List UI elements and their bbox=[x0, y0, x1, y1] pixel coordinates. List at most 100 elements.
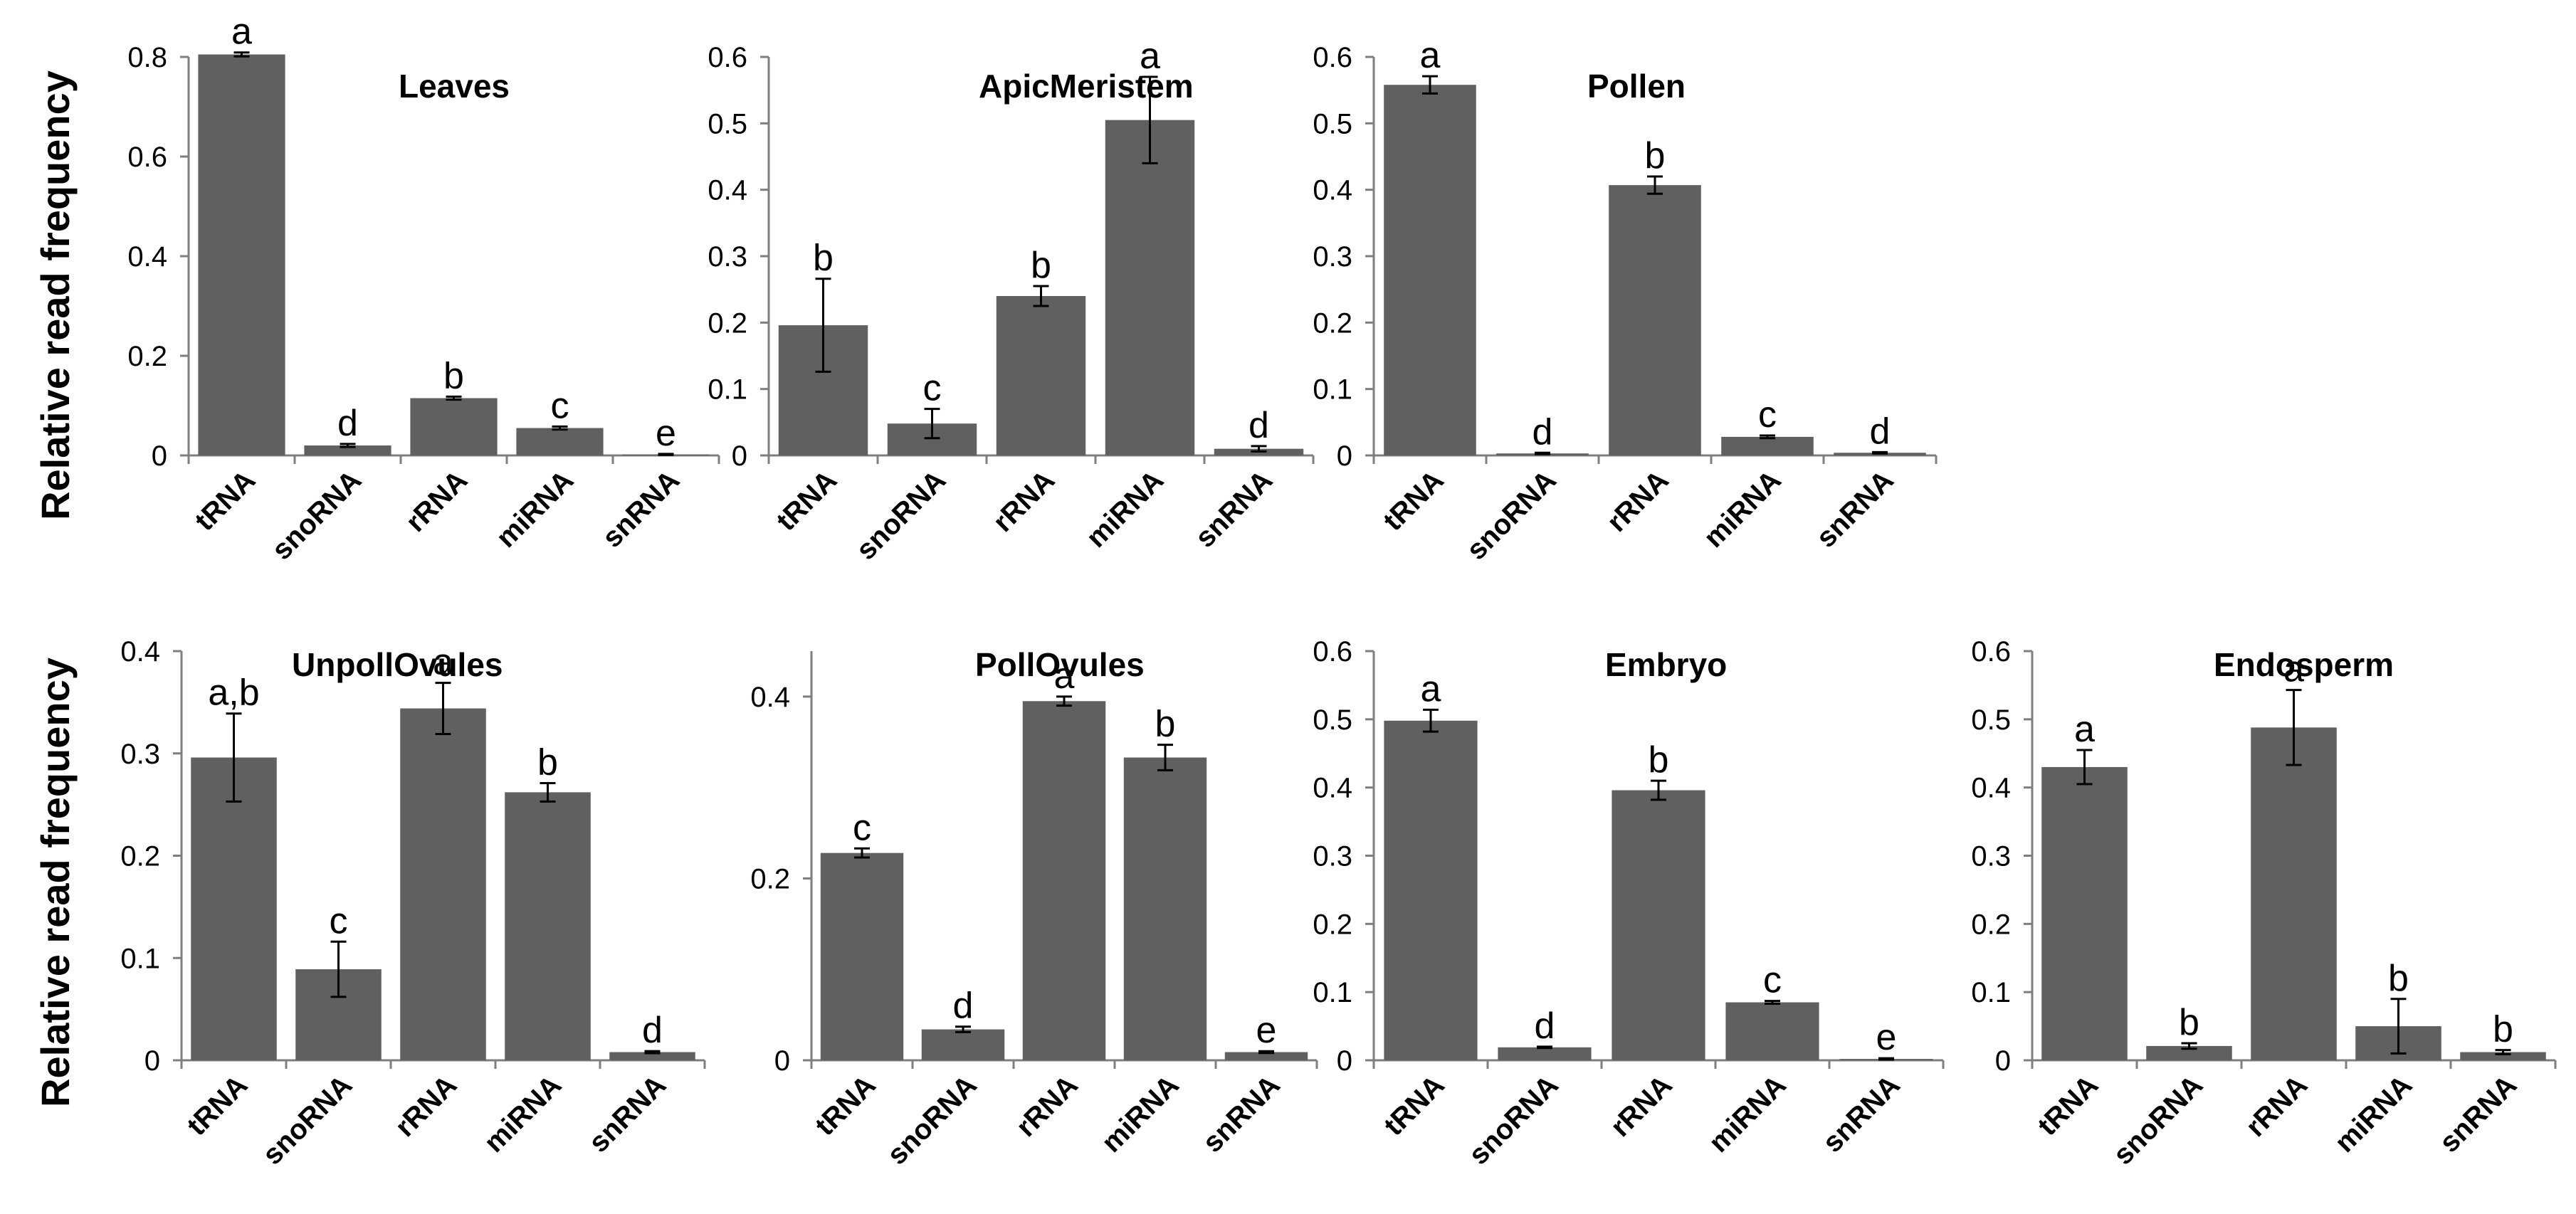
y-tick-label: 0.1 bbox=[1313, 977, 1352, 1008]
y-tick-label: 0.8 bbox=[127, 42, 167, 73]
x-tick-label-trna: tRNA bbox=[1378, 1070, 1451, 1142]
significance-label: a bbox=[2074, 709, 2095, 750]
significance-label: b bbox=[1031, 245, 1051, 286]
bar-mirna bbox=[1721, 436, 1814, 455]
y-tick-label: 0 bbox=[732, 440, 747, 472]
bar-rrna bbox=[410, 398, 498, 455]
significance-label: d bbox=[1533, 411, 1553, 453]
y-tick-label: 0.2 bbox=[1313, 909, 1352, 940]
x-tick-label-trna: tRNA bbox=[2032, 1070, 2105, 1142]
y-tick-label: 0.2 bbox=[120, 841, 160, 872]
significance-label: e bbox=[1876, 1017, 1897, 1058]
y-tick-label: 0 bbox=[152, 440, 167, 472]
significance-label: a bbox=[231, 11, 252, 53]
chart-title: Leaves bbox=[399, 68, 510, 105]
x-tick-label-rrna: rRNA bbox=[400, 465, 473, 538]
y-tick-label: 0.4 bbox=[1971, 773, 2011, 804]
bar-snorna bbox=[304, 445, 391, 455]
bar-rrna bbox=[1612, 790, 1705, 1060]
bar-rrna bbox=[2251, 727, 2337, 1060]
significance-label: a bbox=[1421, 668, 1441, 709]
y-tick-label: 0.1 bbox=[1313, 374, 1352, 406]
y-tick-label: 0.2 bbox=[127, 341, 167, 372]
y-tick-label: 0.5 bbox=[1313, 704, 1352, 736]
x-tick-label-rrna: rRNA bbox=[987, 465, 1061, 538]
x-tick-label-rrna: rRNA bbox=[1601, 465, 1674, 538]
bar-rrna bbox=[1609, 185, 1701, 455]
bar-snorna bbox=[921, 1029, 1005, 1060]
significance-label: a bbox=[2283, 649, 2304, 690]
y-tick-label: 0.3 bbox=[1313, 841, 1352, 872]
significance-label: d bbox=[1248, 405, 1269, 446]
bar-rrna bbox=[400, 708, 486, 1060]
x-tick-label-rrna: rRNA bbox=[389, 1070, 463, 1143]
y-tick-label: 0.1 bbox=[708, 374, 747, 406]
significance-label: c bbox=[551, 385, 569, 426]
significance-label: d bbox=[1535, 1005, 1555, 1047]
significance-label: b bbox=[2493, 1009, 2513, 1050]
x-tick-label-snrna: snRNA bbox=[1810, 465, 1899, 554]
chart-title: Pollen bbox=[1587, 68, 1686, 105]
significance-label: d bbox=[953, 986, 974, 1027]
bar-mirna bbox=[516, 428, 604, 455]
x-tick-label-snorna: snoRNA bbox=[257, 1070, 359, 1171]
significance-label: a bbox=[433, 642, 453, 683]
x-tick-label-trna: tRNA bbox=[809, 1070, 882, 1142]
x-tick-label-trna: tRNA bbox=[189, 465, 262, 537]
bar-trna bbox=[2041, 766, 2128, 1060]
chart-title: PollOvules bbox=[975, 646, 1145, 683]
bar-mirna bbox=[1725, 1002, 1819, 1060]
y-tick-label: 0.3 bbox=[1971, 841, 2011, 872]
significance-label: a bbox=[1140, 36, 1160, 77]
chart-title: Embryo bbox=[1605, 646, 1727, 683]
y-tick-label: 0.2 bbox=[1313, 307, 1352, 339]
significance-label: b bbox=[537, 741, 558, 783]
significance-label: e bbox=[656, 413, 676, 454]
bar-chart-panel-endosperm: Endosperm 0 0.1 0.2 0.3 0.4 0.5 0.6 a tRNA b snoRNA… bbox=[1971, 636, 2557, 1171]
significance-label: a bbox=[1420, 35, 1441, 76]
y-tick-label: 0.4 bbox=[1313, 175, 1352, 206]
bar-rrna bbox=[996, 296, 1086, 455]
x-tick-label-mirna: miRNA bbox=[2329, 1070, 2418, 1158]
significance-label: c bbox=[330, 900, 348, 941]
x-tick-label-snorna: snoRNA bbox=[851, 465, 952, 566]
bar-mirna bbox=[1123, 757, 1207, 1060]
bar-chart-panel-pollovules: PollOvules 0 0.2 0.4 c tRNA d snoRNA a rRNA b miRNA… bbox=[750, 646, 1318, 1171]
y-tick-label: 0.4 bbox=[1313, 773, 1352, 804]
chart-title: Endosperm bbox=[2214, 646, 2394, 683]
y-tick-label: 0.2 bbox=[708, 307, 747, 339]
bar-trna bbox=[198, 54, 285, 455]
significance-label: c bbox=[1763, 960, 1782, 1001]
y-tick-label: 0.1 bbox=[120, 943, 160, 974]
y-tick-label: 0.5 bbox=[708, 108, 747, 139]
bar-trna bbox=[1384, 720, 1478, 1060]
x-tick-label-snrna: snRNA bbox=[596, 465, 685, 554]
significance-label: c bbox=[1758, 394, 1777, 436]
y-tick-label: 0 bbox=[1337, 440, 1352, 472]
bar-trna bbox=[1384, 85, 1476, 455]
y-tick-label: 0.4 bbox=[120, 636, 160, 667]
y-tick-label: 0 bbox=[1995, 1045, 2011, 1077]
x-tick-label-mirna: miRNA bbox=[1095, 1070, 1184, 1158]
significance-label: c bbox=[853, 807, 871, 848]
y-tick-label: 0.2 bbox=[1971, 909, 2011, 940]
significance-label: b bbox=[1645, 135, 1666, 176]
bar-chart-panel-apicmeristem: ApicMeristem 0 0.1 0.2 0.3 0.4 0.5 0.6 b tRNA c sno… bbox=[708, 36, 1315, 566]
x-tick-label-mirna: miRNA bbox=[490, 465, 579, 554]
bar-chart-panel-unpollovules: UnpollOvules 0 0.1 0.2 0.3 0.4 a,b tRNA c snoRNA a… bbox=[120, 636, 706, 1171]
y-axis-label-top: Relative read frequency bbox=[33, 70, 78, 520]
y-axis-label-bottom: Relative read frequency bbox=[33, 658, 78, 1107]
x-tick-label-snrna: snRNA bbox=[583, 1070, 672, 1158]
bar-mirna bbox=[505, 792, 591, 1060]
bar-snrna bbox=[2460, 1052, 2546, 1060]
bar-snorna bbox=[2146, 1045, 2232, 1060]
bar-mirna bbox=[1105, 120, 1195, 455]
x-tick-label-trna: tRNA bbox=[771, 465, 843, 537]
significance-label: d bbox=[1870, 411, 1891, 452]
x-tick-label-mirna: miRNA bbox=[1698, 465, 1787, 554]
y-tick-label: 0.3 bbox=[708, 241, 747, 273]
bar-trna bbox=[191, 757, 277, 1060]
x-tick-label-rrna: rRNA bbox=[1604, 1070, 1678, 1143]
bar-chart-panel-embryo: Embryo 0 0.1 0.2 0.3 0.4 0.5 0.6 a tRNA d snoRNA b rR… bbox=[1313, 636, 1945, 1171]
y-tick-label: 0.4 bbox=[127, 241, 167, 273]
